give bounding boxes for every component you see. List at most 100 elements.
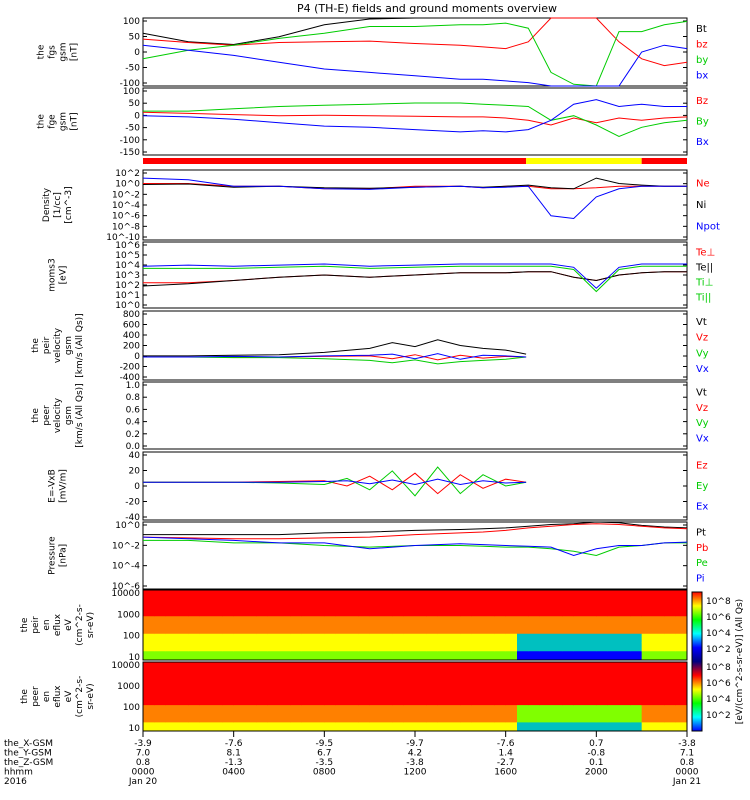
heatmap-cell — [165, 642, 178, 652]
heatmap-cell — [177, 713, 189, 723]
axis-label: sr-eV) — [86, 683, 96, 709]
heatmap-cell — [460, 590, 473, 600]
heatmap-cell — [222, 687, 235, 697]
heatmap-cell — [222, 625, 235, 635]
y-tick-label: 10^3 — [115, 271, 140, 281]
heatmap-cell — [607, 598, 620, 608]
heatmap-cell — [539, 696, 552, 706]
heatmap-cell — [267, 598, 280, 608]
heatmap-cell — [392, 696, 405, 706]
heatmap-cell — [267, 722, 280, 732]
heatmap-cell — [528, 607, 541, 617]
colorbar-tick: 10^4 — [706, 695, 731, 705]
heatmap-cell — [596, 713, 609, 723]
heatmap-cell — [245, 607, 257, 617]
heatmap-cell — [301, 616, 314, 626]
y-tick-label: 10^2 — [115, 281, 140, 291]
heatmap-cell — [415, 625, 427, 635]
heatmap-cell — [301, 687, 314, 697]
heatmap-cell — [222, 679, 235, 689]
heatmap-cell — [562, 625, 575, 635]
heatmap-cell — [177, 625, 189, 635]
heatmap-cell — [301, 670, 314, 680]
heatmap-cell — [528, 651, 541, 661]
heatmap-cell — [267, 696, 280, 706]
heatmap-cell — [233, 651, 246, 661]
heatmap-cell — [347, 687, 359, 697]
heatmap-cell — [471, 670, 484, 680]
legend-entry: Ti|| — [695, 293, 711, 304]
heatmap-cell — [324, 722, 337, 732]
heatmap-cell — [528, 713, 541, 723]
heatmap-cell — [483, 616, 495, 626]
heatmap-cell — [381, 633, 393, 643]
y-tick-label: 10^-4 — [112, 201, 140, 211]
x-tick-label: 6.7 — [317, 749, 331, 759]
heatmap-cell — [267, 633, 280, 643]
legend-entry: Pi — [696, 573, 705, 584]
heatmap-cell — [596, 651, 609, 661]
heatmap-cell — [256, 696, 269, 706]
heatmap-cell — [426, 625, 439, 635]
heatmap-cell — [653, 662, 665, 672]
y-tick-label: -100 — [120, 136, 141, 146]
heatmap-cell — [358, 679, 371, 689]
panel-frame — [142, 381, 688, 450]
heatmap-cell — [222, 696, 235, 706]
y-tick-label: 50 — [129, 33, 141, 43]
heatmap-cell — [585, 670, 597, 680]
heatmap-cell — [483, 722, 495, 732]
heatmap-cell — [460, 670, 473, 680]
x-tick-label: 4.2 — [408, 749, 422, 759]
heatmap-cell — [245, 713, 257, 723]
heatmap-cell — [494, 696, 507, 706]
axis-label: velocity — [53, 327, 63, 363]
status-bar-segment — [641, 158, 687, 164]
heatmap-cell — [653, 670, 665, 680]
heatmap-cell — [301, 722, 314, 732]
heatmap-cell — [256, 679, 269, 689]
heatmap-cell — [460, 651, 473, 661]
heatmap-cell — [347, 598, 359, 608]
heatmap-cell — [596, 722, 609, 732]
heatmap-cell — [199, 670, 212, 680]
axis-label: the — [20, 689, 30, 704]
heatmap-cell — [143, 696, 155, 706]
heatmap-cell — [290, 598, 303, 608]
heatmap-cell — [483, 651, 495, 661]
axis-label: Density — [42, 187, 52, 222]
legend-entry: Ni — [696, 200, 706, 211]
x-tick-label: 0.8 — [136, 758, 151, 768]
heatmap-cell — [267, 713, 280, 723]
x-row-label: 2016 — [4, 777, 27, 787]
heatmap-cell — [358, 687, 371, 697]
heatmap-cell — [449, 598, 461, 608]
heatmap-cell — [437, 598, 450, 608]
heatmap-cell — [449, 696, 461, 706]
y-tick-label: 10^4 — [115, 261, 140, 271]
heatmap-cell — [653, 633, 665, 643]
x-tick-label: 1200 — [404, 768, 427, 778]
legend-entry: Vy — [696, 348, 709, 359]
heatmap-cell — [505, 713, 518, 723]
heatmap-cell — [573, 687, 586, 697]
heatmap-cell — [437, 633, 450, 643]
heatmap-cell — [222, 705, 235, 715]
heatmap-cell — [539, 633, 552, 643]
heatmap-cell — [494, 722, 507, 732]
y-tick-label: 1000 — [117, 610, 140, 620]
x-tick-label: 8.1 — [227, 749, 241, 759]
heatmap-cell — [607, 633, 620, 643]
heatmap-cell — [154, 616, 167, 626]
status-bar-segment — [143, 158, 527, 164]
heatmap-cell — [256, 598, 269, 608]
heatmap-cell — [392, 670, 405, 680]
heatmap-cell — [165, 696, 178, 706]
heatmap-cell — [517, 616, 529, 626]
heatmap-cell — [188, 722, 201, 732]
heatmap-cell — [245, 696, 257, 706]
heatmap-cell — [415, 670, 427, 680]
heatmap-cell — [596, 696, 609, 706]
heatmap-cell — [267, 616, 280, 626]
heatmap-cell — [301, 598, 314, 608]
